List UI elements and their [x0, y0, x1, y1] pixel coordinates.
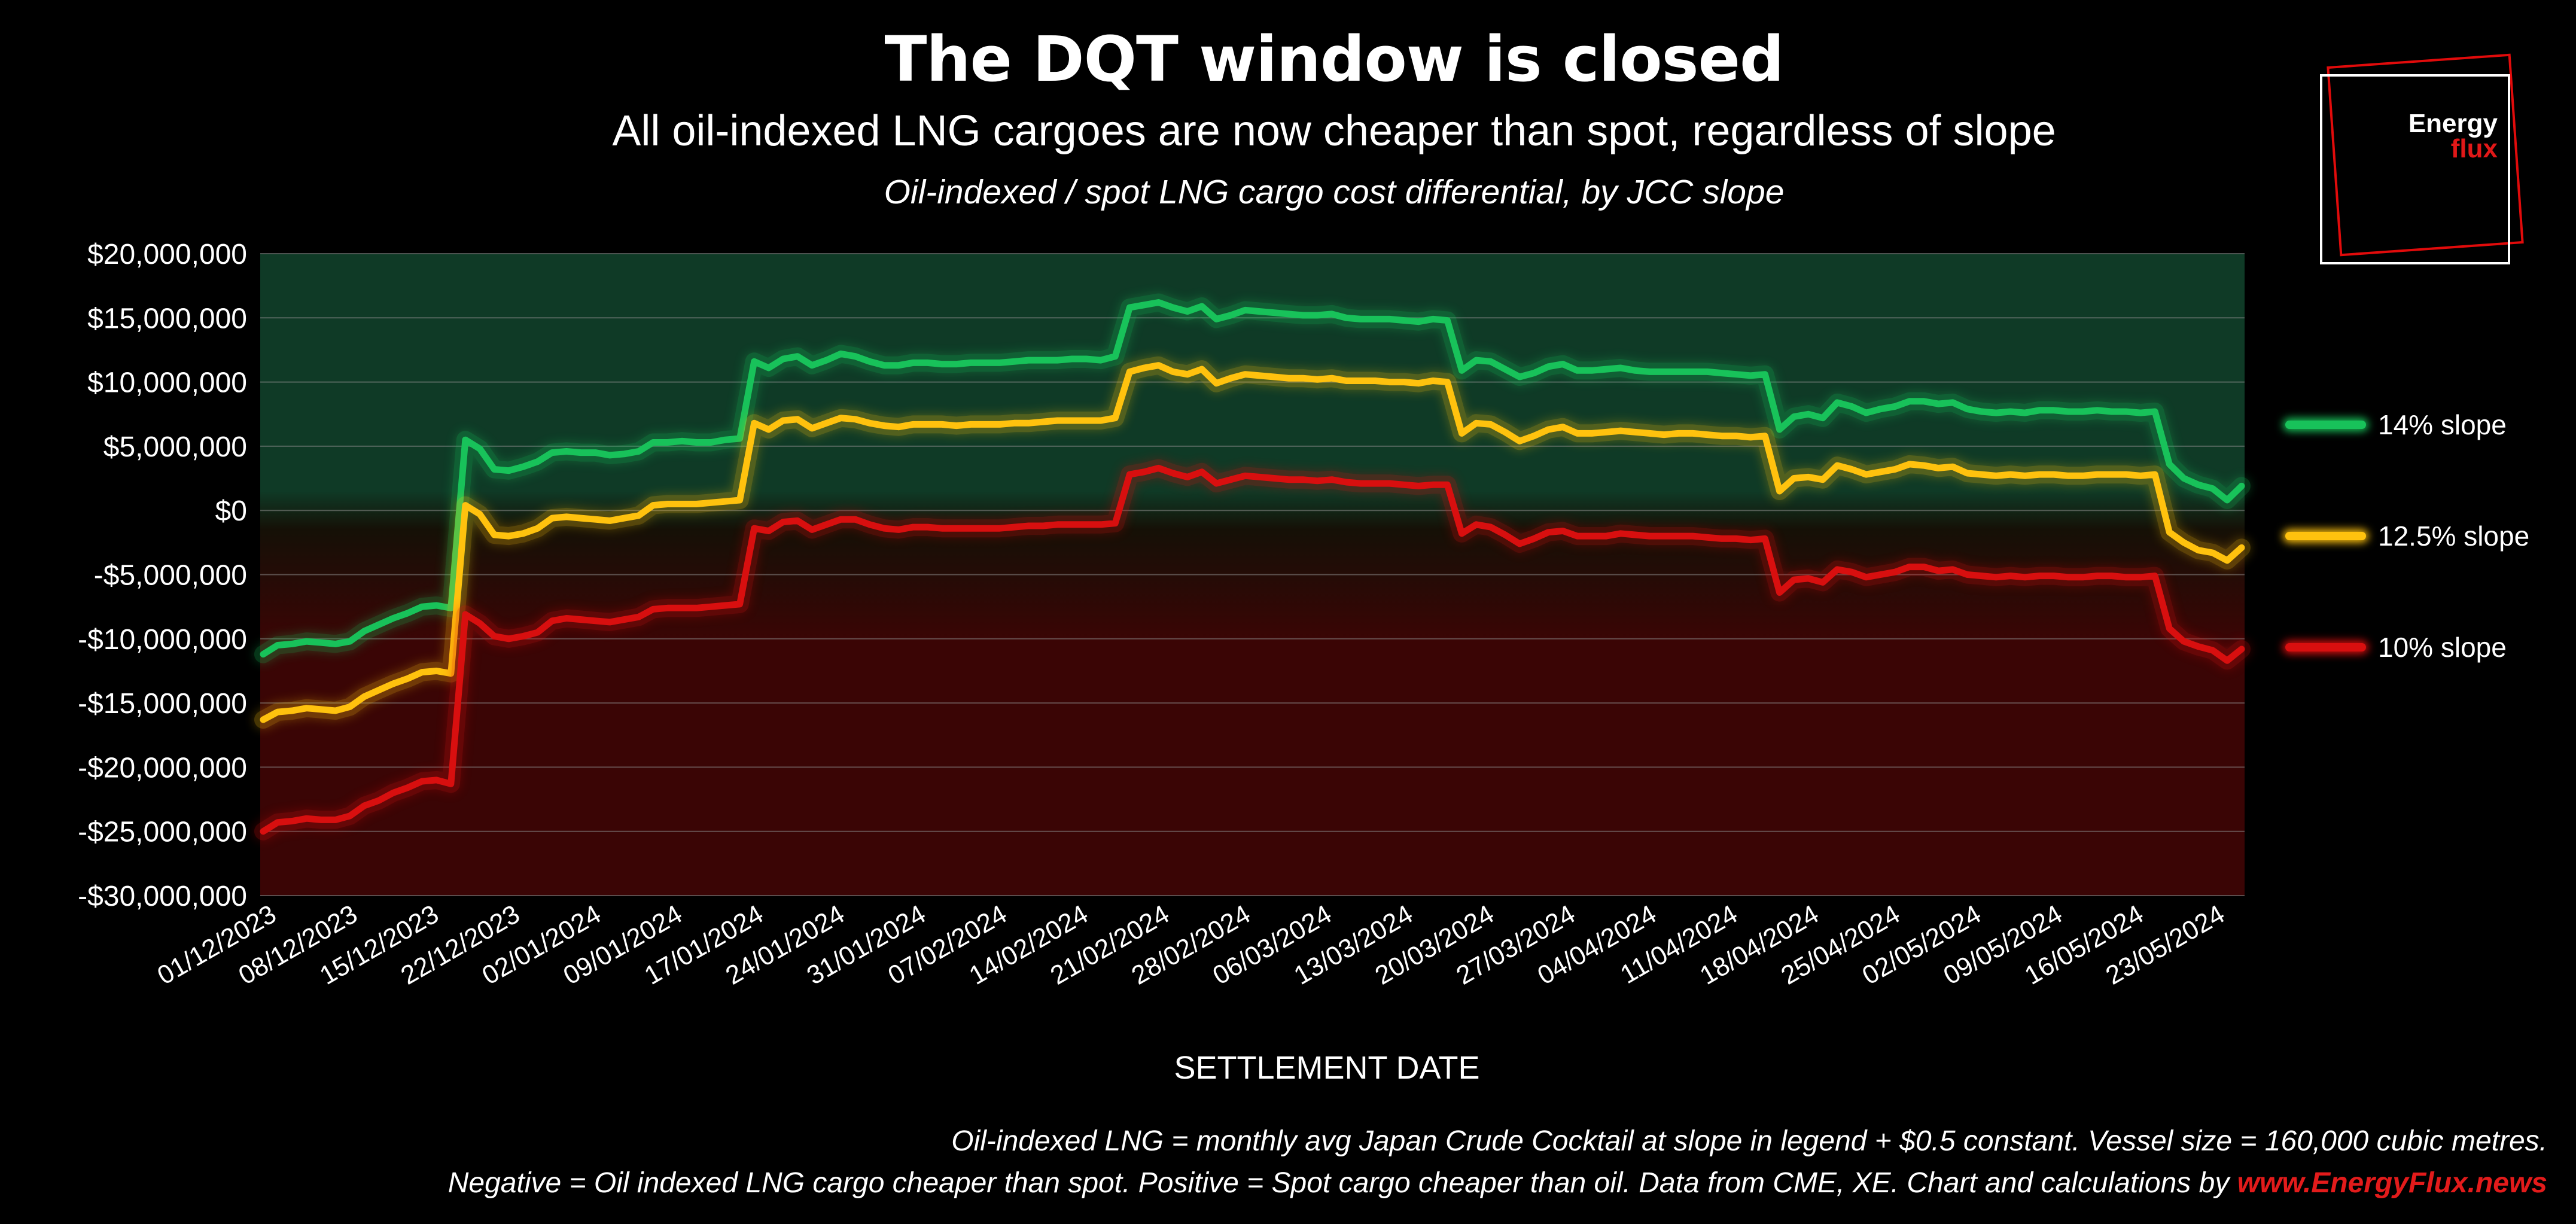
- energyflux-logo: Energy flux: [2315, 53, 2524, 269]
- series-lines: [254, 293, 2251, 841]
- y-axis-ticks: $20,000,000 $15,000,000 $10,000,000 $5,000,…: [78, 239, 247, 912]
- y-tick-label: $10,000,000: [87, 367, 247, 399]
- series-line: [260, 362, 2245, 723]
- y-tick-label: -$10,000,000: [78, 624, 247, 656]
- legend-item-12-5: 12.5% slope: [2285, 518, 2529, 554]
- footer-note-2: Negative = Oil indexed LNG cargo cheaper…: [448, 1167, 2547, 1199]
- legend-label-10: 10% slope: [2378, 632, 2507, 663]
- series-line: [260, 299, 2245, 658]
- y-tick-label: $5,000,000: [103, 431, 247, 463]
- legend-swatch-10: [2285, 643, 2366, 651]
- legend-swatch-14: [2285, 421, 2366, 429]
- energyflux-link[interactable]: www.EnergyFlux.news: [2237, 1167, 2547, 1199]
- footer-note-1: Oil-indexed LNG = monthly avg Japan Crud…: [951, 1125, 2547, 1157]
- logo-word-energy: Energy: [2408, 109, 2498, 138]
- legend-item-10: 10% slope: [2285, 629, 2507, 665]
- logo-white-frame: [2320, 74, 2510, 264]
- series-line: [260, 464, 2245, 835]
- legend-label-14: 14% slope: [2378, 409, 2507, 440]
- y-tick-label: -$30,000,000: [78, 881, 247, 912]
- x-axis-ticks: 01/12/202308/12/202315/12/202322/12/2023…: [153, 899, 2230, 991]
- legend-label-12-5: 12.5% slope: [2378, 520, 2530, 552]
- legend-swatch-12-5: [2285, 532, 2366, 540]
- legend-item-14: 14% slope: [2285, 407, 2507, 443]
- x-axis-label: SETTLEMENT DATE: [1174, 1050, 1479, 1086]
- chart-subtitle: All oil-indexed LNG cargoes are now chea…: [612, 107, 2056, 155]
- logo-word-flux: flux: [2450, 134, 2498, 163]
- y-tick-label: $15,000,000: [87, 303, 247, 334]
- y-tick-label: -$5,000,000: [94, 560, 247, 592]
- y-tick-label: -$20,000,000: [78, 752, 247, 784]
- y-tick-label: $20,000,000: [87, 239, 247, 270]
- chart-title: The DQT window is closed: [884, 23, 1785, 96]
- y-tick-label: -$15,000,000: [78, 688, 247, 720]
- chart-description: Oil-indexed / spot LNG cargo cost differ…: [884, 173, 1785, 211]
- footer-note-2-text: Negative = Oil indexed LNG cargo cheaper…: [447, 1167, 2230, 1199]
- y-tick-label: -$25,000,000: [78, 817, 247, 848]
- y-tick-label: $0: [215, 495, 247, 527]
